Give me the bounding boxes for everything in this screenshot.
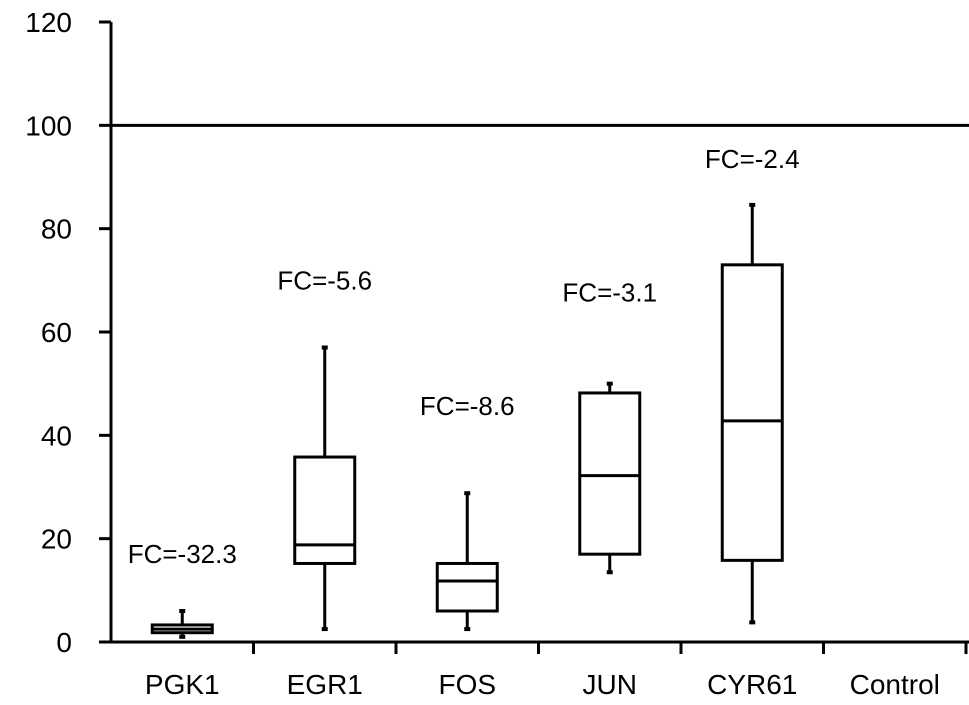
box-cyr61 bbox=[720, 202, 784, 625]
box-pgk1 bbox=[150, 609, 214, 639]
y-tick-label: 20 bbox=[41, 524, 72, 555]
x-axis-ticks: PGK1 EGR1 FOS JUN CYR61 Control bbox=[145, 642, 968, 700]
fc-label-jun: FC=-3.1 bbox=[562, 278, 657, 308]
fc-label-fos: FC=-8.6 bbox=[420, 391, 515, 421]
iqr-box bbox=[435, 561, 499, 613]
box-fos bbox=[435, 491, 499, 632]
iqr-box bbox=[578, 391, 642, 556]
axes bbox=[109, 22, 969, 644]
box-series bbox=[150, 202, 784, 639]
y-tick-label: 0 bbox=[56, 627, 72, 658]
iqr-box bbox=[720, 263, 784, 562]
y-tick-label: 120 bbox=[25, 7, 72, 38]
y-axis-ticks: 0 20 40 60 80 100 120 bbox=[25, 7, 111, 658]
box-jun bbox=[578, 381, 642, 575]
y-tick-label: 60 bbox=[41, 317, 72, 348]
iqr-box bbox=[293, 455, 357, 565]
fc-label-egr1: FC=-5.6 bbox=[277, 266, 372, 296]
box-egr1 bbox=[293, 345, 357, 632]
y-tick-label: 40 bbox=[41, 420, 72, 451]
y-tick-label: 100 bbox=[25, 110, 72, 141]
x-tick-label: JUN bbox=[583, 669, 637, 700]
fc-label-cyr61: FC=-2.4 bbox=[705, 144, 800, 174]
x-tick-label: EGR1 bbox=[287, 669, 363, 700]
y-tick-label: 80 bbox=[41, 214, 72, 245]
fc-label-pgk1: FC=-32.3 bbox=[128, 539, 237, 569]
x-tick-label: Control bbox=[850, 669, 940, 700]
fc-annotations: FC=-32.3 FC=-5.6 FC=-8.6 FC=-3.1 FC=-2.4 bbox=[128, 144, 800, 569]
x-tick-label: CYR61 bbox=[707, 669, 797, 700]
x-tick-label: FOS bbox=[438, 669, 496, 700]
x-tick-label: PGK1 bbox=[145, 669, 220, 700]
